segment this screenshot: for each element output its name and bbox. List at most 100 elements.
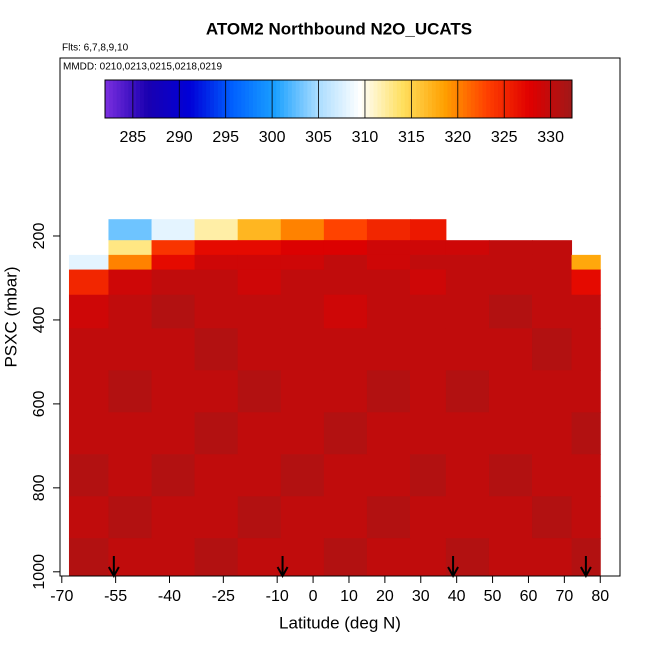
colorbar-slice [295, 80, 301, 118]
colorbar-slice [280, 80, 285, 118]
heat-cell [445, 496, 490, 539]
colorbar-slice [322, 80, 328, 118]
colorbar-slice [525, 80, 530, 118]
colorbar-slice [112, 80, 118, 118]
colorbar-slice [194, 80, 199, 118]
heat-cell [237, 328, 282, 371]
heat-cell [280, 370, 325, 413]
heat-cell [68, 269, 109, 296]
heat-cell [68, 328, 109, 371]
heat-cell [410, 454, 447, 497]
heat-cell [571, 328, 601, 371]
heat-cell [366, 294, 411, 329]
heat-cell [410, 254, 447, 271]
heat-cell [323, 254, 368, 271]
colorbar-slice [463, 80, 468, 118]
subtitle: Flts: 6,7,8,9,10 [62, 43, 129, 54]
colorbar-slice [225, 80, 231, 118]
heat-cell [323, 496, 368, 539]
colorbar-slice [284, 80, 289, 118]
annotation: MMDD: 0210,0213,0215,0218,0219 [63, 62, 222, 73]
colorbar-slice [552, 80, 557, 118]
heat-cell [280, 269, 325, 296]
heat-cell [445, 454, 490, 497]
heat-cell [280, 496, 325, 539]
colorbar-slice [136, 80, 141, 118]
x-tick-label: -25 [212, 588, 235, 605]
colorbar-slice [350, 80, 355, 118]
heat-cell [410, 496, 447, 539]
heat-cell [571, 254, 601, 271]
colorbar-slice [163, 80, 168, 118]
heat-cell [194, 294, 239, 329]
heat-cell [445, 269, 490, 296]
heat-cell [323, 219, 368, 241]
colorbar-slice [252, 80, 258, 118]
colorbar-slice [416, 80, 421, 118]
y-tick-label: 1000 [31, 554, 48, 590]
heat-cell [488, 412, 533, 455]
colorbar-slice [268, 80, 273, 118]
colorbar-slice [536, 80, 542, 118]
heat-cell [68, 454, 109, 497]
heat-cell [68, 254, 109, 271]
heat-cell [488, 496, 533, 539]
heat-cell [151, 370, 196, 413]
colorbar-slice [151, 80, 157, 118]
heat-cell [194, 412, 239, 455]
heat-cell [151, 254, 196, 271]
colorbar-slice [385, 80, 390, 118]
x-tick-label: 70 [555, 588, 573, 605]
heat-cell [151, 240, 196, 256]
heat-cell [571, 294, 601, 329]
colorbar-slice [342, 80, 347, 118]
colorbar-slice [381, 80, 386, 118]
colorbar-slice [291, 80, 297, 118]
heat-cell [237, 269, 282, 296]
heat-cell [410, 269, 447, 296]
heat-cell [571, 496, 601, 539]
colorbar-slice [443, 80, 448, 118]
colorbar-slice [420, 80, 425, 118]
heat-cell [323, 538, 368, 577]
colorbar-slice [182, 80, 188, 118]
colorbar-slice [369, 80, 375, 118]
colorbar-slice [490, 80, 495, 118]
heat-cell [194, 240, 239, 256]
colorbar-frame [104, 79, 573, 119]
colorbar-slice [140, 80, 145, 118]
colorbar-tick-label: 325 [491, 129, 518, 146]
heat-cell [571, 370, 601, 413]
heat-cell [410, 370, 447, 413]
heat-cell [323, 294, 368, 329]
heat-cell [68, 538, 109, 577]
heat-cell [366, 240, 411, 256]
heat-cell [571, 454, 601, 497]
colorbar-slice [190, 80, 196, 118]
y-tick-label: 800 [31, 474, 48, 501]
colorbar-slice [128, 80, 133, 118]
heat-cell [68, 294, 109, 329]
heat-cell [366, 328, 411, 371]
colorbar-tick-label: 285 [120, 129, 147, 146]
heat-cell [194, 454, 239, 497]
heat-cell [108, 294, 153, 329]
colorbar-slice [373, 80, 378, 118]
colorbar-slice [241, 80, 246, 118]
x-tick-label: -55 [104, 588, 127, 605]
chart-title: ATOM2 Northbound N2O_UCATS [206, 19, 472, 38]
colorbar-slice [513, 80, 519, 118]
heat-cell [488, 294, 533, 329]
heat-cell [280, 240, 325, 256]
colorbar-slice [459, 80, 464, 118]
colorbar-slice [392, 80, 398, 118]
colorbar-slice [568, 80, 573, 118]
colorbar-slice [159, 80, 164, 118]
heat-cell [532, 328, 573, 371]
heat-cell [194, 269, 239, 296]
colorbar-slice [389, 80, 394, 118]
heat-cell [323, 454, 368, 497]
heat-cell [488, 254, 533, 271]
colorbar-slice [334, 80, 339, 118]
colorbar-slice [186, 80, 192, 118]
